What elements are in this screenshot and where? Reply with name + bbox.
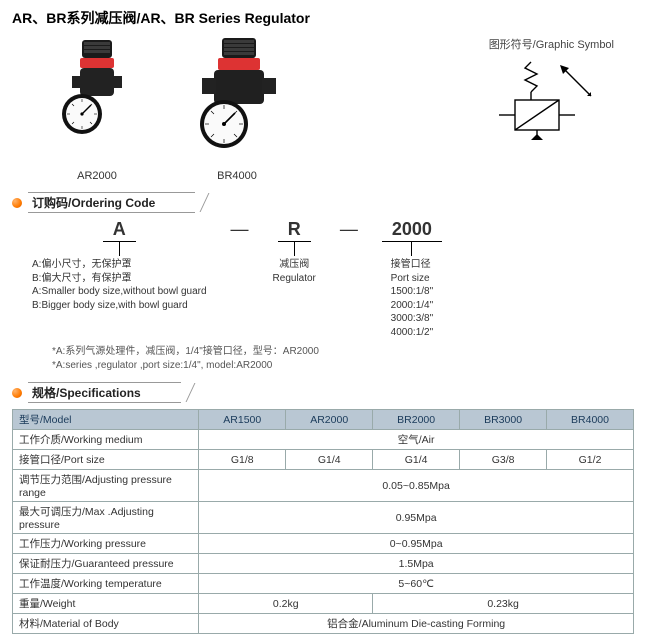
hero-row: AR2000 [12, 36, 634, 182]
bullet-icon [12, 198, 22, 208]
table-row: 重量/Weight0.2kg0.23kg [13, 594, 634, 614]
spec-cell: 0.2kg [199, 594, 373, 614]
dash-1: — [231, 219, 249, 240]
code-box-2000: 2000 接管口径 Port size 1500:1/8" 2000:1/4" … [382, 219, 442, 339]
code-r-desc: 减压阀 Regulator [273, 258, 316, 285]
spec-row-label: 工作介质/Working medium [13, 430, 199, 450]
table-row: 调节压力范围/Adjusting pressure range0.05~0.85… [13, 470, 634, 502]
code-box-r: R 减压阀 Regulator [273, 219, 316, 285]
graphic-symbol-svg [491, 56, 611, 146]
bullet-icon [12, 388, 22, 398]
spec-cell: G1/4 [373, 450, 460, 470]
graphic-symbol-label: 图形符号/Graphic Symbol [489, 36, 614, 52]
spec-cell: G1/4 [286, 450, 373, 470]
spec-row-label: 调节压力范围/Adjusting pressure range [13, 470, 199, 502]
spec-head-cell: AR2000 [286, 410, 373, 430]
spec-body: 工作介质/Working medium空气/Air接管口径/Port sizeG… [13, 430, 634, 634]
spec-cell: G3/8 [460, 450, 547, 470]
spec-row-label: 材料/Material of Body [13, 614, 199, 634]
ordering-footnote: *A:系列气源处理件，减压阀，1/4"接管口径，型号：AR2000 *A:ser… [52, 345, 634, 372]
code-box-a: A A:偏小尺寸，无保护罩 B:偏大尺寸，有保护罩 A:Smaller body… [32, 219, 207, 312]
spec-row-label: 保证耐压力/Guaranteed pressure [13, 554, 199, 574]
section-ordering-head: 订购码/Ordering Code [12, 192, 634, 213]
product-ar2000-image [42, 36, 152, 166]
product-br4000-image [172, 36, 302, 166]
product-br4000-label: BR4000 [217, 170, 257, 182]
spec-head-row: 型号/ModelAR1500AR2000BR2000BR3000BR4000 [13, 410, 634, 430]
spec-cell: 空气/Air [199, 430, 634, 450]
section-spec-head: 规格/Specifications [12, 382, 634, 403]
product-ar2000-label: AR2000 [77, 170, 117, 182]
spec-head-cell: BR3000 [460, 410, 547, 430]
spec-cell: 1.5Mpa [199, 554, 634, 574]
table-row: 工作温度/Working temperature5~60℃ [13, 574, 634, 594]
page-title: AR、BR系列减压阀/AR、BR Series Regulator [12, 8, 634, 28]
table-row: 最大可调压力/Max .Adjusting pressure0.95Mpa [13, 502, 634, 534]
dash-2: — [340, 219, 358, 240]
spec-row-label: 工作温度/Working temperature [13, 574, 199, 594]
spec-cell: G1/8 [199, 450, 286, 470]
spec-cell: 5~60℃ [199, 574, 634, 594]
code-2000-value: 2000 [382, 219, 442, 242]
table-row: 保证耐压力/Guaranteed pressure1.5Mpa [13, 554, 634, 574]
table-row: 接管口径/Port sizeG1/8G1/4G1/4G3/8G1/2 [13, 450, 634, 470]
table-row: 材料/Material of Body铝合金/Aluminum Die-cast… [13, 614, 634, 634]
spec-row-label: 接管口径/Port size [13, 450, 199, 470]
spec-head-cell: AR1500 [199, 410, 286, 430]
graphic-symbol: 图形符号/Graphic Symbol [489, 36, 614, 146]
spec-head-cell: BR4000 [547, 410, 634, 430]
spec-cell: 铝合金/Aluminum Die-casting Forming [199, 614, 634, 634]
spec-cell: 0.23kg [373, 594, 634, 614]
spec-cell: 0.05~0.85Mpa [199, 470, 634, 502]
section-spec-title: 规格/Specifications [28, 382, 181, 403]
spec-cell: G1/2 [547, 450, 634, 470]
product-br4000: BR4000 [172, 36, 302, 182]
product-ar2000: AR2000 [42, 36, 152, 182]
spec-cell: 0~0.95Mpa [199, 534, 634, 554]
code-a-value: A [103, 219, 136, 242]
spec-row-label: 工作压力/Working pressure [13, 534, 199, 554]
spec-head-cell: BR2000 [373, 410, 460, 430]
spec-table: 型号/ModelAR1500AR2000BR2000BR3000BR4000 工… [12, 409, 634, 634]
ordering-code-row: A A:偏小尺寸，无保护罩 B:偏大尺寸，有保护罩 A:Smaller body… [32, 219, 634, 339]
spec-cell: 0.95Mpa [199, 502, 634, 534]
ordering-block: A A:偏小尺寸，无保护罩 B:偏大尺寸，有保护罩 A:Smaller body… [32, 219, 634, 372]
code-a-desc: A:偏小尺寸，无保护罩 B:偏大尺寸，有保护罩 A:Smaller body s… [32, 258, 207, 312]
spec-head-cell: 型号/Model [13, 410, 199, 430]
section-ordering-title: 订购码/Ordering Code [28, 192, 195, 213]
table-row: 工作压力/Working pressure0~0.95Mpa [13, 534, 634, 554]
code-r-value: R [278, 219, 311, 242]
spec-row-label: 最大可调压力/Max .Adjusting pressure [13, 502, 199, 534]
table-row: 工作介质/Working medium空气/Air [13, 430, 634, 450]
code-2000-desc: 接管口径 Port size 1500:1/8" 2000:1/4" 3000:… [391, 258, 433, 339]
spec-row-label: 重量/Weight [13, 594, 199, 614]
